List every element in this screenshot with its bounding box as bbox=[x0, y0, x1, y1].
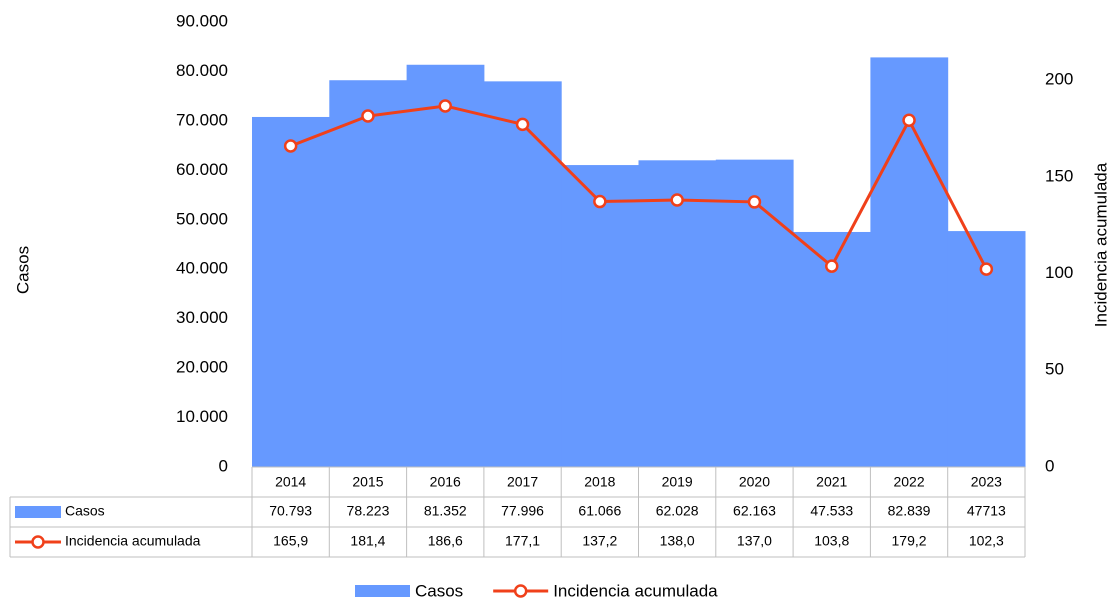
table-cell: 186,6 bbox=[428, 533, 463, 549]
table-cell: 137,0 bbox=[737, 533, 772, 549]
x-tick-label: 2014 bbox=[275, 474, 306, 490]
legend-swatch bbox=[15, 506, 61, 518]
line-marker bbox=[361, 109, 375, 123]
legend-label: Casos bbox=[415, 581, 463, 600]
table-cell: 165,9 bbox=[273, 533, 308, 549]
table-row-label: Casos bbox=[65, 503, 105, 519]
y-tick-label: 70.000 bbox=[176, 110, 228, 129]
y-tick-label: 90.000 bbox=[176, 11, 228, 30]
legend-swatch bbox=[355, 585, 410, 597]
x-tick-label: 2022 bbox=[893, 474, 924, 490]
bar bbox=[561, 165, 639, 467]
table-cell: 82.839 bbox=[888, 503, 931, 519]
line-marker bbox=[979, 262, 994, 276]
x-tick-label: 2017 bbox=[507, 474, 538, 490]
legend-swatch bbox=[513, 584, 528, 598]
bar bbox=[329, 80, 408, 468]
line-marker bbox=[593, 194, 607, 209]
table-cell: 47713 bbox=[967, 503, 1006, 519]
table-cell: 102,3 bbox=[969, 533, 1004, 549]
line-marker bbox=[902, 113, 916, 128]
y-tick-label: 80.000 bbox=[176, 61, 228, 80]
table-cell: 77.996 bbox=[501, 503, 544, 519]
x-tick-label: 2020 bbox=[739, 474, 770, 490]
table-cell: 81.352 bbox=[424, 503, 467, 519]
table-cell: 47.533 bbox=[810, 503, 853, 519]
line-marker bbox=[670, 193, 684, 207]
bar bbox=[406, 64, 485, 467]
table-cell: 62.163 bbox=[733, 503, 776, 519]
table-cell: 138,0 bbox=[660, 533, 695, 549]
table-cell: 181,4 bbox=[350, 533, 385, 549]
x-tick-label: 2015 bbox=[352, 474, 383, 490]
y2-tick-label: 150 bbox=[1045, 166, 1073, 185]
y-tick-label: 30.000 bbox=[176, 308, 228, 327]
line-marker bbox=[825, 259, 839, 273]
table-row-label: Incidencia acumulada bbox=[65, 533, 201, 549]
y-tick-label: 50.000 bbox=[176, 209, 228, 228]
bar bbox=[715, 159, 794, 468]
line-marker bbox=[438, 99, 452, 113]
x-tick-label: 2018 bbox=[584, 474, 615, 490]
x-tick-label: 2021 bbox=[816, 474, 847, 490]
table-cell: 62.028 bbox=[656, 503, 699, 519]
x-tick-label: 2016 bbox=[430, 474, 461, 490]
bar bbox=[483, 81, 562, 467]
legend-label: Incidencia acumulada bbox=[553, 581, 718, 600]
y-tick-label: 60.000 bbox=[176, 160, 228, 179]
bar bbox=[252, 116, 330, 467]
table-cell: 179,2 bbox=[892, 533, 927, 549]
y-tick-label: 0 bbox=[219, 456, 228, 475]
table-cell: 78.223 bbox=[347, 503, 390, 519]
line-marker bbox=[747, 195, 762, 209]
legend-swatch bbox=[31, 535, 45, 549]
y2-tick-label: 100 bbox=[1045, 263, 1073, 282]
x-tick-label: 2019 bbox=[662, 474, 693, 490]
x-tick-label: 2023 bbox=[971, 474, 1002, 490]
y-axis-title: Casos bbox=[13, 246, 32, 294]
y-tick-label: 20.000 bbox=[176, 358, 228, 377]
line-marker bbox=[515, 117, 530, 132]
y2-tick-label: 200 bbox=[1045, 70, 1073, 89]
y2-axis-title: Incidencia acumulada bbox=[1091, 162, 1110, 327]
table-cell: 70.793 bbox=[269, 503, 312, 519]
table-cell: 103,8 bbox=[814, 533, 849, 549]
line-marker bbox=[283, 139, 298, 153]
table-cell: 177,1 bbox=[505, 533, 540, 549]
y-tick-label: 10.000 bbox=[176, 407, 228, 426]
table-cell: 61.066 bbox=[578, 503, 621, 519]
line bbox=[290, 104, 988, 270]
bar bbox=[638, 160, 717, 467]
y2-tick-label: 50 bbox=[1045, 360, 1064, 379]
y2-tick-label: 0 bbox=[1045, 456, 1054, 475]
table-cell: 137,2 bbox=[582, 533, 617, 549]
y-tick-label: 40.000 bbox=[176, 259, 228, 278]
